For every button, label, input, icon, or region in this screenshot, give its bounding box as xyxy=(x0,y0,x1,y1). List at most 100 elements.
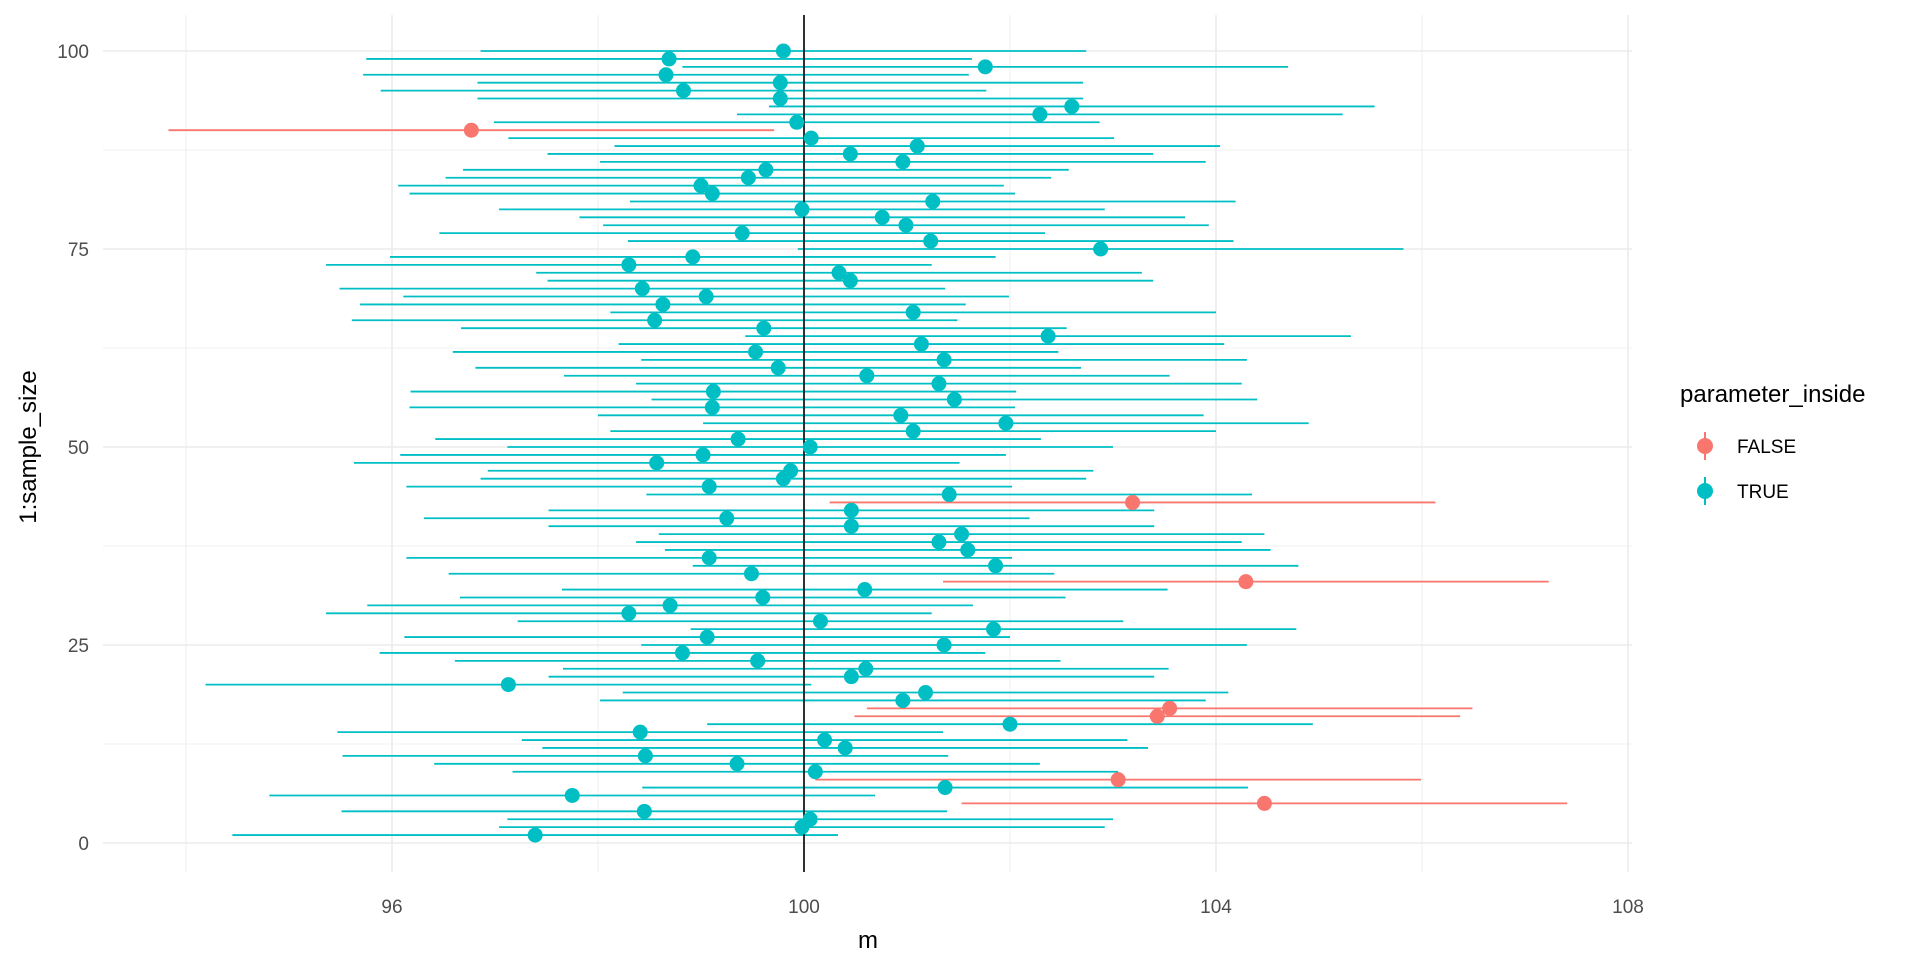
legend-label-true: TRUE xyxy=(1737,482,1789,503)
interval-point xyxy=(817,732,833,748)
interval-point xyxy=(734,225,750,241)
interval-point xyxy=(923,233,939,249)
interval-point xyxy=(893,407,909,423)
legend-title: parameter_inside xyxy=(1680,381,1865,408)
interval-point xyxy=(500,677,516,693)
interval-point xyxy=(895,692,911,708)
interval-point xyxy=(647,312,663,328)
x-tick-label: 96 xyxy=(381,897,402,918)
interval-point xyxy=(802,439,818,455)
interval-point xyxy=(719,510,735,526)
interval-point xyxy=(695,447,711,463)
interval-point xyxy=(1125,494,1141,510)
interval-point xyxy=(632,724,648,740)
interval-point xyxy=(802,811,818,827)
interval-point xyxy=(1149,708,1165,724)
interval-point xyxy=(937,780,953,796)
interval-point xyxy=(918,685,934,701)
interval-point xyxy=(655,296,671,312)
interval-point xyxy=(936,637,952,653)
interval-point xyxy=(843,669,859,685)
interval-point xyxy=(843,502,859,518)
interval-point xyxy=(1064,98,1080,114)
interval-point xyxy=(704,399,720,415)
interval-point xyxy=(789,114,805,130)
interval-point xyxy=(698,289,714,305)
legend-label-false: FALSE xyxy=(1737,437,1796,458)
interval-point xyxy=(527,827,543,843)
interval-point xyxy=(758,162,774,178)
y-tick-label: 25 xyxy=(68,636,89,657)
interval-point xyxy=(831,265,847,281)
interval-point xyxy=(750,653,766,669)
legend-key-dot xyxy=(1697,438,1713,454)
interval-point xyxy=(1002,716,1018,732)
interval-point xyxy=(772,75,788,91)
legend-item-true: TRUE xyxy=(1697,477,1789,505)
interval-point xyxy=(898,217,914,233)
interval-point xyxy=(913,336,929,352)
legend: parameter_inside FALSE TRUE xyxy=(1680,381,1865,505)
interval-point xyxy=(756,320,772,336)
interval-point xyxy=(858,661,874,677)
interval-point xyxy=(1032,106,1048,122)
interval-point xyxy=(842,146,858,162)
interval-point xyxy=(807,764,823,780)
interval-point xyxy=(685,249,701,265)
interval-point xyxy=(730,431,746,447)
interval-point xyxy=(740,170,756,186)
interval-point xyxy=(674,645,690,661)
x-tick-label: 108 xyxy=(1612,897,1644,918)
x-axis-title: m xyxy=(858,927,878,954)
interval-point xyxy=(843,518,859,534)
interval-point xyxy=(1040,328,1056,344)
interval-point xyxy=(986,621,1002,637)
interval-point xyxy=(463,122,479,138)
legend-key-dot xyxy=(1697,483,1713,499)
interval-layer xyxy=(168,50,1568,836)
interval-point xyxy=(701,550,717,566)
interval-point xyxy=(636,803,652,819)
interval-point xyxy=(859,368,875,384)
interval-point xyxy=(704,186,720,202)
interval-point xyxy=(905,423,921,439)
interval-point xyxy=(649,455,665,471)
interval-point xyxy=(693,178,709,194)
interval-point xyxy=(1238,574,1254,590)
interval-point xyxy=(1162,700,1178,716)
interval-point xyxy=(705,384,721,400)
interval-point xyxy=(874,209,890,225)
interval-point xyxy=(931,376,947,392)
interval-point xyxy=(748,344,764,360)
interval-point xyxy=(803,130,819,146)
y-axis-ticks: 0 25 50 75 100 xyxy=(57,42,89,855)
interval-point xyxy=(743,566,759,582)
interval-point xyxy=(946,391,962,407)
interval-point xyxy=(661,51,677,67)
legend-item-false: FALSE xyxy=(1697,432,1796,460)
interval-point xyxy=(925,193,941,209)
interval-point xyxy=(837,740,853,756)
interval-point xyxy=(842,273,858,289)
y-tick-label: 50 xyxy=(68,438,89,459)
interval-point xyxy=(662,597,678,613)
y-axis-title: 1:sample_size xyxy=(15,370,42,523)
interval-point xyxy=(895,154,911,170)
y-tick-label: 100 xyxy=(57,42,89,63)
x-tick-label: 100 xyxy=(788,897,820,918)
x-axis-ticks: 96 100 104 108 xyxy=(381,897,1643,918)
interval-point xyxy=(701,479,717,495)
interval-point xyxy=(564,787,580,803)
interval-point xyxy=(954,526,970,542)
interval-point xyxy=(621,605,637,621)
interval-point xyxy=(634,281,650,297)
interval-point xyxy=(658,67,674,83)
interval-point xyxy=(977,59,993,75)
y-tick-label: 75 xyxy=(68,240,89,261)
interval-point xyxy=(941,487,957,503)
interval-point xyxy=(909,138,925,154)
interval-point xyxy=(905,304,921,320)
interval-point xyxy=(931,534,947,550)
interval-point xyxy=(772,91,788,107)
